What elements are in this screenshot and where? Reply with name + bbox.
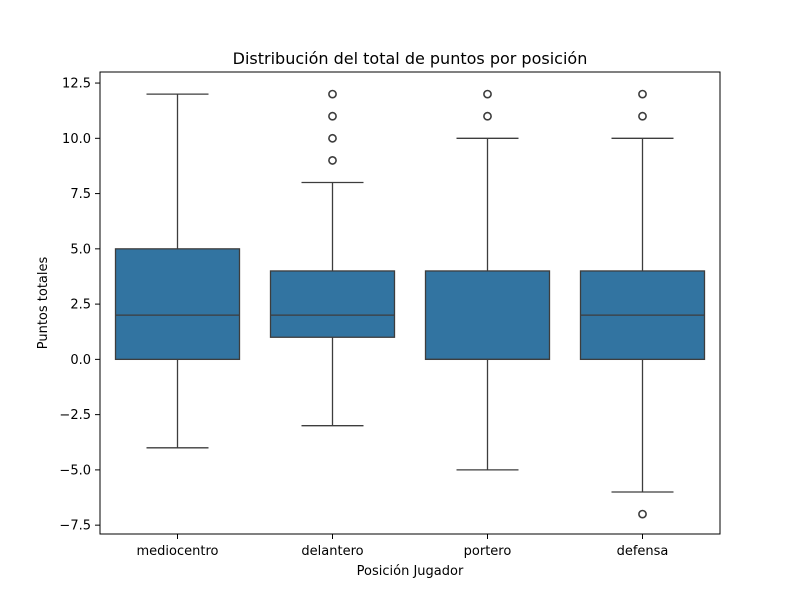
outlier-point — [483, 89, 492, 99]
plot-area — [99, 71, 721, 535]
y-tick-label: −7.5 — [59, 519, 91, 534]
box-group-portero — [424, 89, 551, 471]
x-axis-label: Posición Jugador — [357, 564, 464, 579]
outlier-point — [483, 111, 492, 121]
y-tick-label: −2.5 — [59, 408, 91, 423]
outlier-point — [328, 89, 337, 99]
box-group-mediocentro — [114, 93, 241, 449]
outlier-point — [638, 111, 647, 121]
y-tick-label: 12.5 — [62, 77, 91, 92]
outlier-point — [638, 89, 647, 99]
outlier-point — [328, 111, 337, 121]
outlier-point — [638, 509, 647, 519]
y-tick-label: 7.5 — [70, 187, 91, 202]
x-tick-label: delantero — [301, 544, 363, 559]
chart-title: Distribución del total de puntos por pos… — [233, 49, 588, 68]
box-iqr — [269, 270, 396, 338]
box-group-delantero — [269, 89, 396, 427]
x-tick-label: mediocentro — [137, 544, 219, 559]
x-axis: mediocentro delantero portero defensa — [137, 534, 669, 559]
plot-frame — [99, 71, 721, 535]
y-tick-label: 10.0 — [62, 132, 91, 147]
outlier-point — [328, 133, 337, 143]
x-tick-label: portero — [464, 544, 512, 559]
y-axis: −7.5 −5.0 −2.5 0.0 2.5 5.0 7.5 10.0 12.5 — [59, 77, 100, 534]
y-tick-label: 0.0 — [70, 353, 91, 368]
box-group-defensa — [579, 89, 706, 519]
box-iqr — [424, 270, 551, 361]
outlier-point — [328, 156, 337, 165]
box-iqr — [114, 248, 241, 361]
y-tick-label: 5.0 — [70, 242, 91, 257]
x-tick-label: defensa — [617, 544, 669, 559]
y-axis-label: Puntos totales — [36, 257, 51, 350]
y-tick-label: 2.5 — [70, 298, 91, 313]
y-tick-label: −5.0 — [59, 463, 91, 478]
